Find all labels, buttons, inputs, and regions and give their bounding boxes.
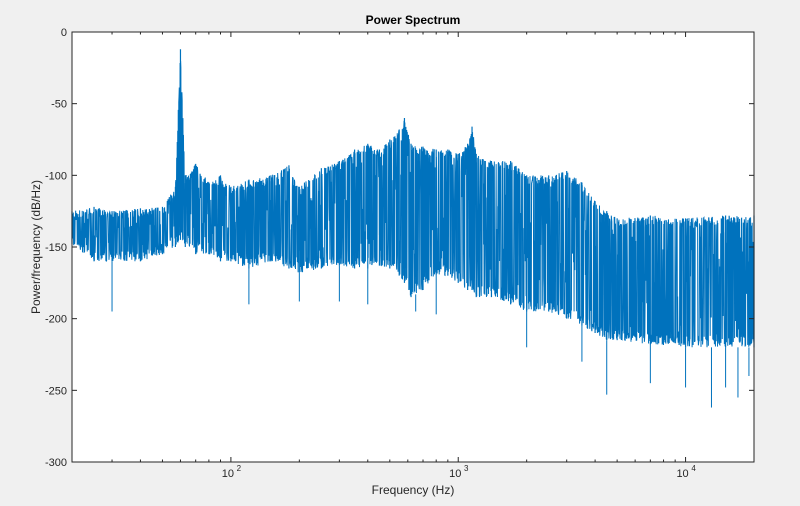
y-tick-label: -150 — [45, 242, 67, 254]
chart-title: Power Spectrum — [366, 13, 461, 27]
series-layer — [71, 49, 755, 408]
x-tick-label: 10 — [222, 468, 234, 480]
x-tick-exponent: 3 — [464, 464, 469, 473]
y-axis-label: Power/frequency (dB/Hz) — [29, 180, 43, 314]
x-tick-exponent: 2 — [237, 464, 242, 473]
y-tick-label: -200 — [45, 314, 67, 326]
y-tick-label: -250 — [45, 385, 67, 397]
x-tick-exponent: 4 — [691, 464, 696, 473]
y-tick-label: -300 — [45, 457, 67, 469]
x-axis-label: Frequency (Hz) — [372, 483, 455, 497]
x-tick-label: 10 — [449, 468, 461, 480]
x-tick-label: 10 — [676, 468, 688, 480]
y-tick-label: -100 — [45, 170, 67, 182]
y-tick-label: 0 — [61, 27, 67, 39]
y-tick-label: -50 — [51, 99, 67, 111]
